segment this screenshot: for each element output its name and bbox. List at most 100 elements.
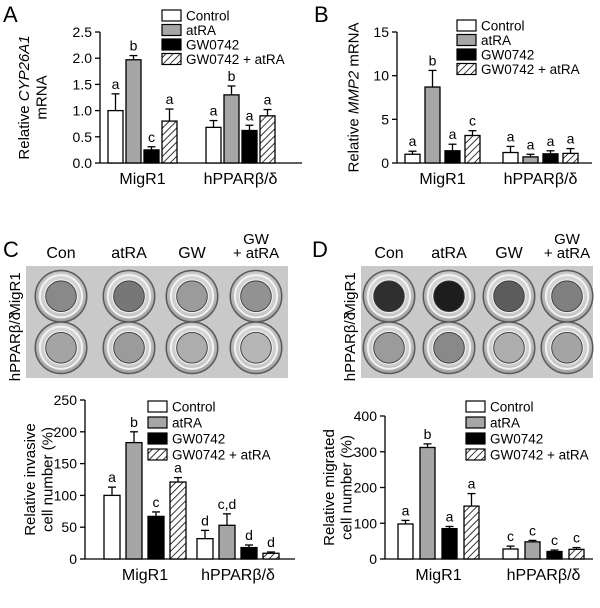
y-tick-label: 200 [354,480,378,496]
legend-swatch-gw0742 [456,48,477,61]
significance-letter: d [267,534,275,550]
y-tick-label: 1.0 [73,103,93,119]
legend-label-atra: atRA [490,416,520,431]
photo-row-label: hPPARβ/δ [342,312,359,381]
panel-letter-d: D [312,237,328,262]
y-tick-label: 50 [61,519,77,535]
membrane-insert [44,280,78,313]
significance-letter: a [527,136,535,152]
significance-letter: a [166,91,174,107]
significance-letter: d [245,527,253,543]
photo-column-label: GW [178,245,206,262]
significance-letter: b [424,426,432,442]
legend-swatch-gw0742-atra [456,62,477,76]
legend-swatch-gw0742-atra [161,52,182,66]
bar-gw0742-atra-hppar [262,552,280,560]
y-tick-label: 0 [69,551,77,567]
legend-label-gw0742-atra: GW0742 + atRA [172,448,271,463]
well-rim [366,274,412,319]
insert-rim [492,279,526,313]
significance-letter: a [567,131,575,147]
well-rim [544,274,590,319]
legend-label-gw0742-atra: GW0742 + atRA [490,448,589,463]
insert-rim [492,331,526,365]
legend-swatch-atra [161,23,182,37]
bar-gw0742-migr1 [441,527,458,560]
well-rim [366,325,412,370]
photo-row-label: hPPARβ/δ [7,312,24,381]
legend-swatch-atra [147,416,168,429]
y-tick-label: 1.5 [73,76,93,92]
insert-rim [239,279,273,313]
bar-atra-hppar [218,524,236,560]
y-tick-label: 400 [354,408,378,424]
legend-label-gw0742: GW0742 [481,48,534,63]
x-category-label: hPPARβ/δ [204,171,278,188]
y-axis-label: Relative migratedcell number (%) [321,429,355,546]
x-category-label: MigR1 [122,567,168,584]
bar-atra-hppar [223,94,240,164]
legend-label-gw0742-atra: GW0742 + atRA [481,62,580,77]
legend-label-atra: atRA [186,23,216,38]
significance-letter: a [108,469,116,485]
significance-letter: b [429,52,437,68]
legend-swatch-control [147,400,168,413]
well-rim [169,274,215,319]
y-tick-label: 0.5 [73,129,93,145]
legend-swatch-gw0742-atra [465,448,486,461]
bar-gw0742-hppar [546,550,563,560]
bar-atra-migr1 [424,86,441,164]
significance-letter: a [246,107,254,123]
significance-letter: c [573,530,580,546]
bar-gw0742-atra-hppar [568,548,585,560]
legend-swatch-gw0742 [147,432,168,445]
x-category-label: hPPARβ/δ [507,567,581,584]
significance-letter: a [210,103,218,119]
y-axis-label: Relative CYP26A1mRNA [16,35,50,159]
y-tick-label: 5 [381,111,389,127]
significance-letter: a [507,128,515,144]
y-tick-label: 300 [354,444,378,460]
insert-rim [550,331,584,365]
legend-label-atra: atRA [481,33,511,48]
well-rim [106,325,152,370]
y-tick-label: 100 [354,515,378,531]
bar-gw0742-atra-migr1 [463,505,480,560]
legend-label-control: Control [481,19,525,34]
bar-atra-hppar [524,541,541,560]
insert-rim [432,279,466,313]
well-rim [233,274,279,319]
panel-letter-c: C [3,237,19,262]
y-tick-label: 100 [54,487,78,503]
bar-control-migr1 [107,109,124,164]
y-tick-label: 2.0 [73,50,93,66]
bar-gw0742-atra-migr1 [169,481,187,560]
photo-column-label: + atRA [233,245,279,262]
significance-letter: c [529,522,536,538]
well-rim [106,274,152,319]
significance-letter: a [174,460,182,476]
chart-d: 0 100 200 300 400 Relative migratedcell numbe… [321,400,593,584]
bar-gw0742-atra-hppar [259,115,276,164]
well-rim [544,325,590,370]
significance-letter: a [112,76,120,92]
well-rim [426,325,472,370]
y-tick-label: 200 [54,424,78,440]
bar-control-migr1 [103,494,121,560]
panel-letter-b: B [314,2,329,27]
y-tick-label: 2.5 [73,24,93,40]
x-category-label: MigR1 [415,567,461,584]
membrane-insert [432,331,466,364]
panel-letter-a: A [3,2,18,27]
bar-atra-hppar [522,156,539,164]
photo-column-label: atRA [431,245,467,262]
photo-column-label: GW [554,231,581,248]
insert-rim [550,279,584,313]
photo-column-label: GW [243,231,270,248]
significance-letter: c [148,129,155,145]
membrane-insert [175,331,209,364]
bar-gw0742-atra-migr1 [161,120,178,164]
